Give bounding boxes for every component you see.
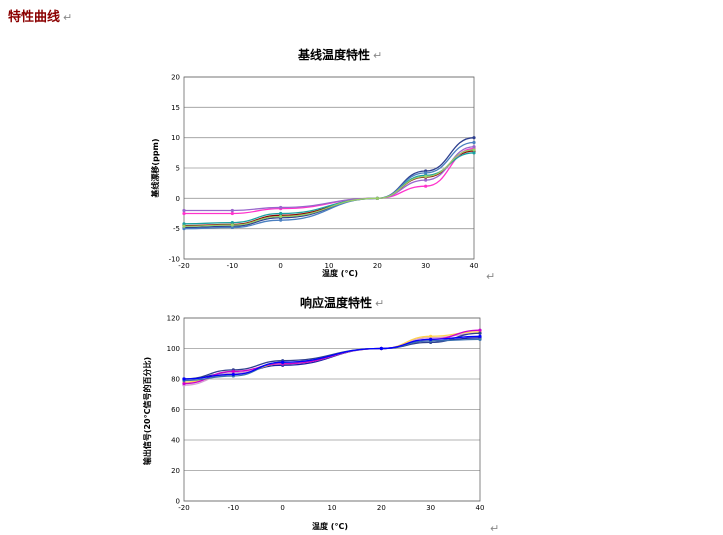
chart1-data-point	[279, 214, 283, 219]
chart1-y-tick-label: 20	[171, 74, 180, 82]
chart2-y-tick-label: 0	[176, 498, 180, 506]
chart2-data-point	[478, 337, 482, 341]
chart1-data-point	[279, 218, 283, 222]
chart1-title: 基线温度特性 ↵	[298, 46, 382, 63]
chart1-data-point	[230, 211, 234, 216]
chart1-y-tick-label: -5	[173, 225, 180, 233]
chart1-data-point	[424, 171, 428, 175]
chart2-data-point	[182, 377, 186, 381]
chart1-series-line	[184, 146, 475, 212]
chart2-x-tick-label: 30	[426, 504, 435, 512]
chart1-data-point	[472, 145, 476, 149]
chart1-data-point	[472, 151, 476, 155]
chart1-y-tick-label: 0	[176, 195, 180, 203]
chart2-data-point	[231, 369, 235, 373]
chart1-data-point	[424, 178, 428, 182]
chart1-data-point	[230, 223, 234, 227]
return-mark-icon: ↵	[375, 297, 385, 310]
page-heading-text: 特性曲线	[8, 10, 61, 25]
chart1-data-point	[230, 221, 234, 225]
chart2-data-point	[231, 372, 235, 377]
chart2-x-tick-label: 0	[280, 504, 284, 512]
chart1-data-point	[230, 225, 234, 230]
chart1-x-tick-label: 30	[421, 262, 430, 270]
chart2-x-tick-label: 40	[476, 504, 485, 512]
chart1-data-point	[472, 136, 476, 140]
chart1-data-point	[424, 174, 428, 179]
chart2-data-point	[478, 328, 482, 332]
chart1-series-line	[183, 150, 475, 227]
chart2-y-tick-label: 100	[167, 345, 180, 353]
chart1-data-point	[182, 227, 186, 231]
chart1-data-point	[182, 208, 186, 213]
chart1-x-tick-label: 20	[373, 262, 382, 270]
chart2-y-tick-label: 120	[167, 315, 180, 323]
chart2-data-point	[478, 331, 482, 335]
chart1-data-point	[472, 140, 476, 145]
chart1-x-tick-label: 0	[278, 262, 282, 270]
chart1-data-point	[182, 222, 186, 226]
chart2-x-tick-label: -20	[178, 504, 189, 512]
chart1-x-tick-label: -10	[227, 262, 238, 270]
chart1-data-point	[182, 211, 186, 216]
chart1-x-tick-label: 40	[470, 262, 479, 270]
chart1-data-point	[375, 196, 379, 200]
chart1-data-point	[230, 208, 234, 213]
chart2-data-point	[429, 337, 433, 341]
return-mark-icon: ↵	[486, 270, 496, 283]
chart2-data-point	[281, 360, 285, 364]
chart2-data-point	[429, 334, 433, 338]
chart1-data-point	[472, 148, 476, 152]
chart1-data-point	[279, 205, 283, 210]
chart2-x-tick-label: 10	[328, 504, 337, 512]
chart2-y-tick-label: 40	[171, 437, 180, 445]
chart1-x-axis-label: 温度 (°C)	[322, 268, 358, 278]
chart2-title-text: 响应温度特性	[300, 296, 373, 310]
chart1-y-tick-label: 15	[171, 104, 180, 112]
chart1-series-line	[183, 149, 475, 227]
chart1-title-text: 基线温度特性	[298, 48, 371, 62]
chart2-data-point	[379, 346, 383, 351]
chart1-data-point	[182, 224, 186, 228]
chart2-data-point	[478, 334, 482, 338]
chart2-y-tick-label: 80	[171, 376, 180, 384]
chart1-data-point	[424, 184, 428, 188]
chart2-x-tick-label: 20	[377, 504, 386, 512]
chart1-y-axis-label: 基线漂移(ppm)	[150, 138, 160, 198]
return-mark-icon: ↵	[63, 11, 73, 24]
chart2-y-axis-label: 输出信号(20°C信号的百分比)	[142, 357, 152, 465]
chart2-x-tick-label: -10	[228, 504, 239, 512]
chart2-data-point	[182, 381, 186, 386]
chart2-plot-area	[183, 317, 481, 502]
chart1-data-point	[279, 211, 283, 216]
chart1-x-tick-label: -20	[178, 262, 189, 270]
chart1-y-tick-label: -10	[169, 256, 180, 264]
chart1-y-tick-label: 5	[176, 165, 180, 173]
chart2-title: 响应温度特性 ↵	[300, 294, 384, 311]
page-heading: 特性曲线 ↵	[8, 6, 72, 25]
chart2-y-tick-label: 20	[171, 467, 180, 475]
return-mark-icon: ↵	[490, 522, 500, 535]
chart2-x-axis-label: 温度 (°C)	[312, 521, 348, 531]
chart1-y-tick-label: 10	[171, 134, 180, 142]
chart1-plot-area	[183, 76, 475, 260]
chart1-series-line	[184, 147, 475, 215]
chart2-y-tick-label: 60	[171, 406, 180, 414]
chart1-x-tick-label: 10	[325, 262, 334, 270]
return-mark-icon: ↵	[373, 49, 383, 62]
